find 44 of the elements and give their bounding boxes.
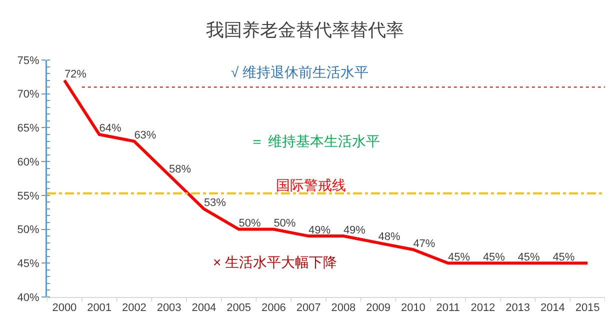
y-tick-label: 60% (17, 156, 40, 168)
y-tick-label: 75% (17, 54, 40, 67)
y-tick-label: 65% (17, 122, 40, 135)
data-label: 45% (448, 251, 470, 264)
x-tick-label: 2003 (156, 302, 182, 314)
data-label: 58% (169, 163, 192, 176)
y-tick-label: 40% (17, 292, 40, 304)
data-label: 72% (64, 68, 87, 81)
data-label: 63% (134, 130, 156, 142)
x-tick-label: 2015 (575, 302, 600, 314)
x-tick-label: 2014 (540, 302, 565, 314)
x-tick-label: 2007 (296, 302, 321, 314)
y-tick-label: 55% (17, 190, 40, 202)
x-tick-label: 2009 (366, 302, 391, 314)
data-label: 47% (413, 238, 436, 250)
y-tick-label: 45% (17, 258, 40, 270)
x-tick-label: 2004 (192, 302, 216, 314)
x-tick-label: 2000 (52, 302, 77, 314)
data-label: 45% (518, 251, 540, 264)
ref-line-label: 国际警戒线 (276, 177, 346, 193)
x-tick-label: 2010 (400, 302, 426, 314)
y-tick-label: 50% (17, 224, 40, 236)
data-label: 53% (204, 197, 226, 210)
chart-title: 我国养老金替代率替代率 (206, 20, 404, 40)
data-label: 45% (552, 251, 575, 264)
annotation: ＝ 维持基本生活水平 (250, 133, 380, 149)
x-tick-label: 2005 (226, 302, 252, 314)
data-label: 48% (378, 231, 401, 244)
data-label: 49% (343, 224, 366, 236)
annotation: × 生活水平大幅下降 (213, 254, 338, 270)
x-tick-label: 2011 (436, 302, 460, 314)
y-tick-label: 70% (17, 88, 40, 101)
data-label: 50% (274, 218, 296, 230)
x-tick-label: 2008 (331, 302, 356, 314)
data-label: 64% (99, 122, 122, 135)
x-tick-label: 2013 (506, 302, 530, 314)
x-tick-label: 2006 (261, 302, 286, 314)
x-tick-label: 2001 (87, 302, 112, 314)
x-tick-label: 2002 (122, 302, 146, 314)
x-tick-label: 2012 (470, 302, 496, 314)
data-label: 49% (308, 224, 331, 236)
annotation: √ 维持退休前生活水平 (231, 64, 369, 80)
data-label: 45% (482, 251, 506, 264)
data-label: 50% (238, 218, 262, 230)
